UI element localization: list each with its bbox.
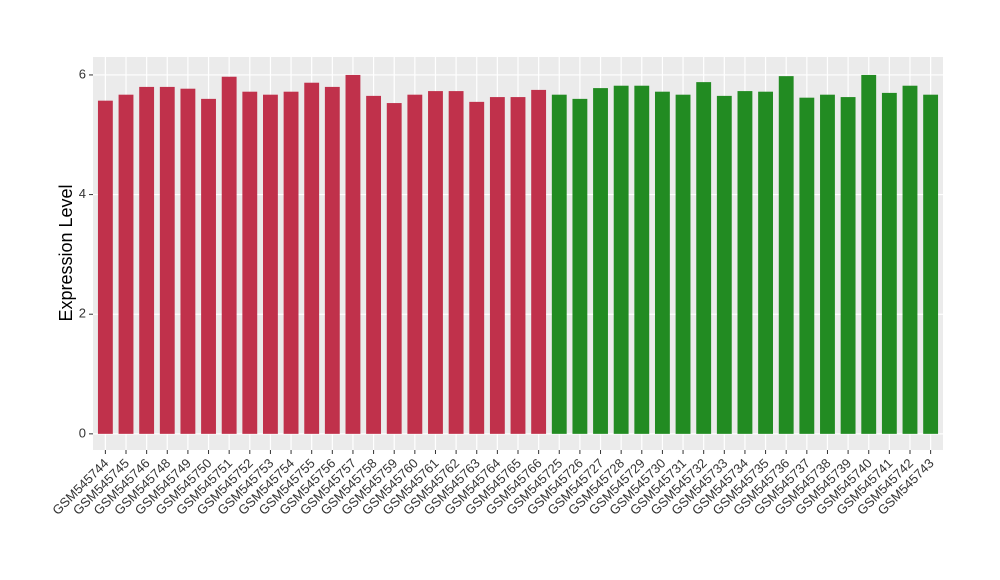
bar xyxy=(407,94,423,434)
bar xyxy=(840,97,856,434)
y-tick-label: 0 xyxy=(79,425,86,440)
bar xyxy=(221,76,237,434)
bar xyxy=(531,89,547,434)
bar xyxy=(366,95,382,434)
bar xyxy=(696,82,712,434)
bar xyxy=(448,91,464,434)
y-tick-label: 2 xyxy=(79,306,86,321)
y-tick-label: 6 xyxy=(79,66,86,81)
bar xyxy=(593,88,608,434)
bar xyxy=(902,85,918,434)
bar xyxy=(634,85,650,434)
bar xyxy=(737,91,753,434)
bar xyxy=(345,74,361,434)
bar xyxy=(510,97,526,434)
bar xyxy=(304,82,320,434)
y-tick-label: 4 xyxy=(79,186,86,201)
bar xyxy=(758,91,773,434)
bar xyxy=(654,91,670,434)
bar xyxy=(263,94,278,434)
bar xyxy=(861,74,877,434)
bar xyxy=(386,103,402,434)
bar xyxy=(242,91,258,434)
bar xyxy=(881,92,897,434)
bar xyxy=(180,88,196,434)
bar xyxy=(923,94,939,434)
bar xyxy=(324,86,340,434)
bar xyxy=(428,91,443,434)
bar xyxy=(799,97,815,434)
bar xyxy=(283,91,299,434)
bar xyxy=(778,76,794,434)
bar xyxy=(139,86,155,434)
bar xyxy=(489,97,505,434)
bar xyxy=(551,94,567,434)
y-axis-title: Expression Level xyxy=(56,184,76,321)
bar xyxy=(613,85,629,434)
bar xyxy=(159,86,175,434)
bar xyxy=(201,98,216,434)
bar xyxy=(820,94,835,434)
bar xyxy=(97,100,113,434)
bar xyxy=(118,94,134,434)
bar xyxy=(572,98,588,434)
bar xyxy=(675,94,691,434)
bar xyxy=(716,95,732,434)
bar xyxy=(469,101,485,434)
